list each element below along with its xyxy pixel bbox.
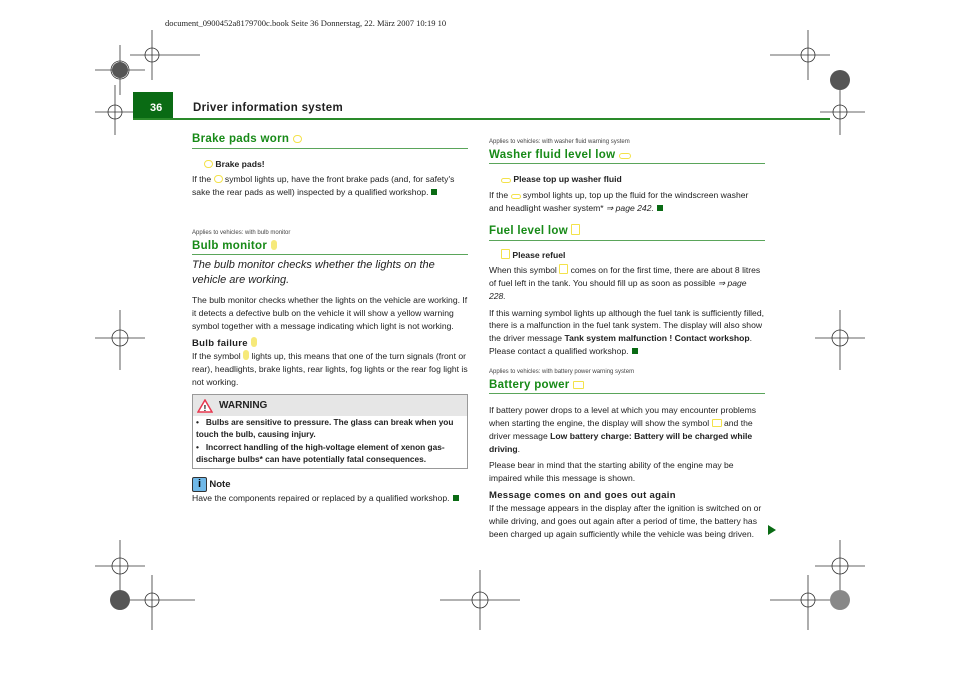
heading-text: Washer fluid level low xyxy=(489,148,616,161)
brake-pad-icon xyxy=(204,159,213,168)
section-heading: Bulb monitor xyxy=(192,239,468,256)
text: If this warning symbol lights up althoug… xyxy=(489,307,764,343)
page-link[interactable]: ⇒ page 228. xyxy=(489,278,747,301)
text: and the driver message xyxy=(489,418,753,441)
battery-icon xyxy=(711,419,722,428)
fuel-pump-icon xyxy=(559,264,569,275)
text: . xyxy=(517,443,521,454)
message-text: Brake pads! xyxy=(215,158,265,169)
section-heading: Fuel level low xyxy=(489,224,765,241)
info-icon: i xyxy=(192,477,207,492)
text: Bulbs are sensitive to pressure. The gla… xyxy=(196,417,454,439)
section-battery-power: Applies to vehicles: with battery power … xyxy=(489,366,765,540)
paragraph: If this warning symbol lights up althoug… xyxy=(489,307,765,358)
warning-header: ! WARNING xyxy=(193,395,467,416)
washer-icon xyxy=(501,178,511,184)
paragraph: Please bear in mind that the starting ab… xyxy=(489,460,734,483)
brake-pad-icon xyxy=(213,175,223,184)
warning-triangle-icon: ! xyxy=(197,398,213,413)
text: Incorrect handling of the high-voltage e… xyxy=(196,442,445,464)
end-mark xyxy=(656,204,663,211)
warning-title: WARNING xyxy=(219,399,268,411)
end-mark xyxy=(431,189,438,196)
fuel-pump-icon xyxy=(571,224,581,235)
bulb-icon xyxy=(243,350,250,361)
svg-text:!: ! xyxy=(204,404,207,413)
text: . Please contact a qualified workshop. xyxy=(489,332,752,356)
text: Have the components repaired or replaced… xyxy=(192,493,450,503)
display-message: Brake pads! xyxy=(192,158,468,171)
display-message: Please top up washer fluid xyxy=(489,173,765,186)
file-info: document_0900452a8179700c.book Seite 36 … xyxy=(165,18,447,28)
heading-text: Bulb monitor xyxy=(192,239,268,252)
warning-item: • Incorrect handling of the high-voltage… xyxy=(196,442,445,464)
text: If the xyxy=(192,174,212,185)
section-bulb-monitor: Applies to vehicles: with bulb monitor B… xyxy=(192,227,468,388)
section-brake-pads: Brake pads worn Brake pads! If the symbo… xyxy=(192,133,468,199)
end-mark xyxy=(631,347,638,354)
text: If the symbol xyxy=(192,351,241,362)
text: symbol lights up, have the front brake p… xyxy=(192,174,455,198)
page-link[interactable]: ⇒ page 242. xyxy=(606,202,654,213)
intro: The bulb monitor checks whether the ligh… xyxy=(192,259,435,287)
note-text: Have the components repaired or replaced… xyxy=(192,492,468,505)
text: When this symbol xyxy=(489,265,557,276)
section-washer-fluid: Applies to vehicles: with washer fluid w… xyxy=(489,136,765,215)
fuel-pump-icon xyxy=(501,248,510,259)
heading-text: Brake pads worn xyxy=(192,133,290,145)
section-heading: Brake pads worn xyxy=(192,133,468,149)
page-tab xyxy=(133,92,173,118)
text: comes on for the first time, there are a… xyxy=(489,265,761,289)
text: If the xyxy=(489,190,509,201)
text: If battery power drops to a level at whi… xyxy=(489,405,757,429)
message-text: Please refuel xyxy=(512,249,566,260)
text: lights up, this means that one of the tu… xyxy=(192,351,468,387)
page-number: 36 xyxy=(150,102,163,114)
bulb-icon xyxy=(270,239,277,250)
next-page-arrow-icon[interactable] xyxy=(768,525,776,535)
applies-note: Applies to vehicles: with battery power … xyxy=(489,369,635,375)
applies-note: Applies to vehicles: with bulb monitor xyxy=(192,230,291,236)
note-block: i Note Have the components repaired or r… xyxy=(192,477,468,505)
warning-box: ! WARNING • Bulbs are sensitive to press… xyxy=(192,394,468,469)
end-mark xyxy=(452,495,459,501)
paragraph: If the symbol lights up, top up the flui… xyxy=(489,189,765,214)
subheading: Message comes on and goes out again xyxy=(489,489,676,501)
applies-note: Applies to vehicles: with washer fluid w… xyxy=(489,139,630,145)
paragraph: When this symbol comes on for the first … xyxy=(489,264,765,302)
heading-text: Battery power xyxy=(489,378,570,391)
washer-icon xyxy=(618,152,631,159)
subheading: Bulb failure xyxy=(192,336,468,351)
paragraph: The bulb monitor checks whether the ligh… xyxy=(192,295,468,331)
paragraph: If the message appears in the display af… xyxy=(489,503,762,539)
paragraph: If the symbol lights up, this means that… xyxy=(192,350,468,388)
bulb-icon xyxy=(250,336,257,347)
paragraph: If the symbol lights up, have the front … xyxy=(192,173,468,198)
note-title: Note xyxy=(209,478,231,490)
section-heading: Battery power xyxy=(489,379,765,395)
driver-message: Low battery charge: Battery will be char… xyxy=(489,430,753,454)
brake-pad-icon xyxy=(292,135,302,143)
text: symbol lights up, top up the fluid for t… xyxy=(489,190,749,213)
washer-icon xyxy=(510,194,521,200)
driver-message: Tank system malfunction ! Contact worksh… xyxy=(564,332,750,343)
warning-body: • Bulbs are sensitive to pressure. The g… xyxy=(193,416,467,468)
text: Bulb failure xyxy=(192,337,248,349)
chapter-title: Driver information system xyxy=(193,102,344,114)
message-text: Please top up washer fluid xyxy=(513,174,622,185)
note-header: i Note xyxy=(192,477,468,492)
section-heading: Washer fluid level low xyxy=(489,149,765,165)
header-rule xyxy=(133,118,830,120)
section-fuel-level: Fuel level low Please refuel When this s… xyxy=(489,224,765,357)
warning-item: • Bulbs are sensitive to pressure. The g… xyxy=(196,417,454,439)
display-message: Please refuel xyxy=(489,248,765,262)
heading-text: Fuel level low xyxy=(489,225,568,237)
paragraph: If battery power drops to a level at whi… xyxy=(489,404,765,455)
battery-icon xyxy=(573,380,585,389)
